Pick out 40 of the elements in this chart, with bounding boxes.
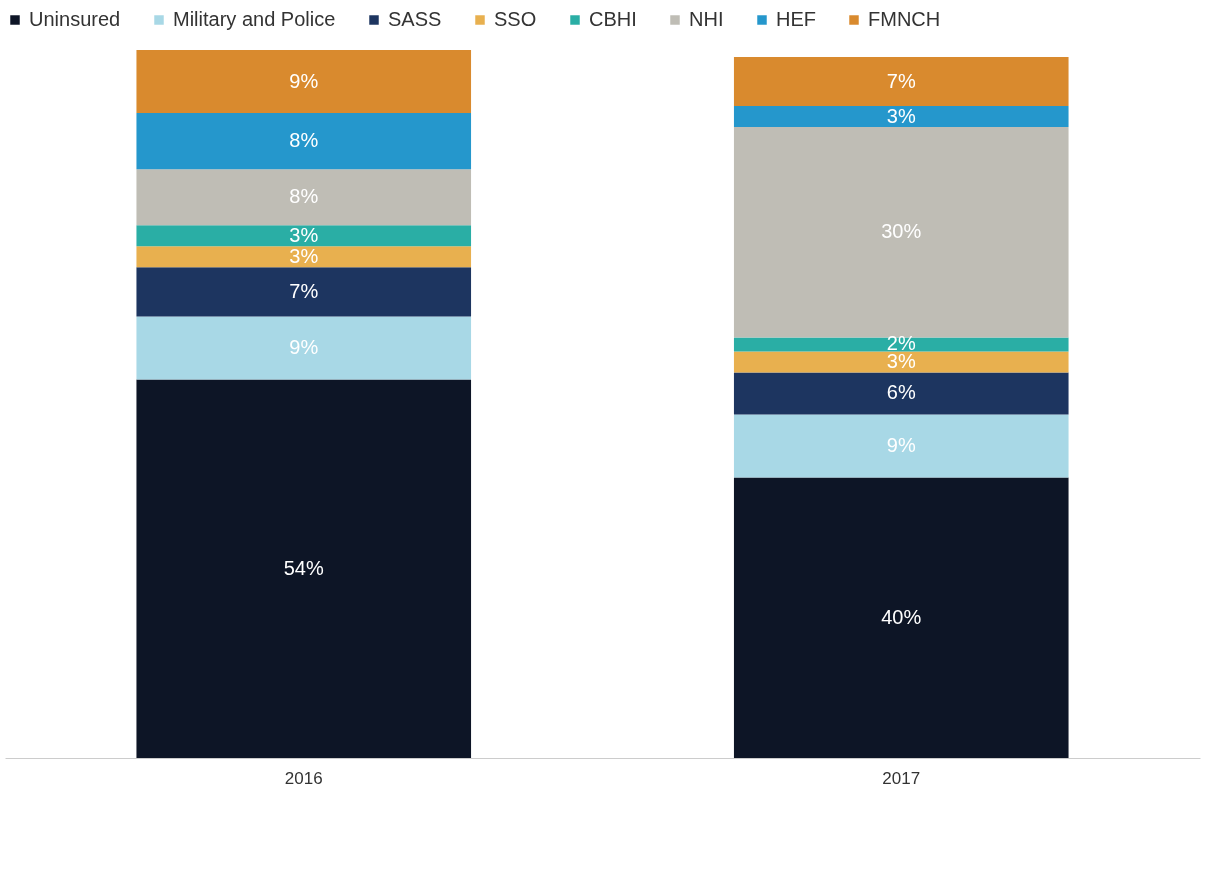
bar: [733, 337, 1069, 352]
legend-label: CBHI: [589, 8, 637, 30]
legend-label: NHI: [689, 8, 724, 30]
bar: [136, 50, 472, 114]
legend-label: FMNCH: [868, 8, 941, 30]
data-label: 8%: [289, 129, 319, 152]
data-label: 30%: [881, 220, 922, 243]
data-label: 9%: [289, 335, 319, 358]
data-label: 3%: [886, 104, 916, 127]
legend-label: HEF: [776, 8, 816, 30]
data-label: 6%: [886, 381, 916, 404]
bar: [136, 169, 472, 226]
bar: [733, 414, 1069, 478]
data-label: 8%: [289, 185, 319, 208]
bar: [733, 477, 1069, 758]
bar: [136, 379, 472, 758]
data-label: 3%: [289, 244, 319, 267]
data-label: 3%: [289, 223, 319, 246]
data-label: 7%: [886, 69, 916, 92]
bar: [136, 113, 472, 170]
bar: [733, 351, 1069, 373]
bar: [733, 372, 1069, 415]
data-label: 9%: [289, 69, 319, 92]
data-label: 9%: [886, 434, 916, 457]
data-label: 54%: [283, 556, 324, 579]
bar: [136, 246, 472, 268]
bar: [136, 267, 472, 317]
data-label: 7%: [289, 279, 319, 302]
bar: [733, 106, 1069, 128]
legend-label: Military and Police: [173, 8, 336, 30]
legend-label: SASS: [388, 8, 442, 30]
legend-label: Uninsured: [29, 8, 121, 30]
data-label: 40%: [881, 605, 922, 628]
x-tick-label: 2017: [882, 768, 921, 788]
bar: [136, 316, 472, 380]
bar: [136, 225, 472, 247]
legend-label: SSO: [494, 8, 537, 30]
x-tick-label: 2016: [284, 768, 323, 788]
bar: [733, 127, 1069, 338]
bar: [733, 57, 1069, 107]
